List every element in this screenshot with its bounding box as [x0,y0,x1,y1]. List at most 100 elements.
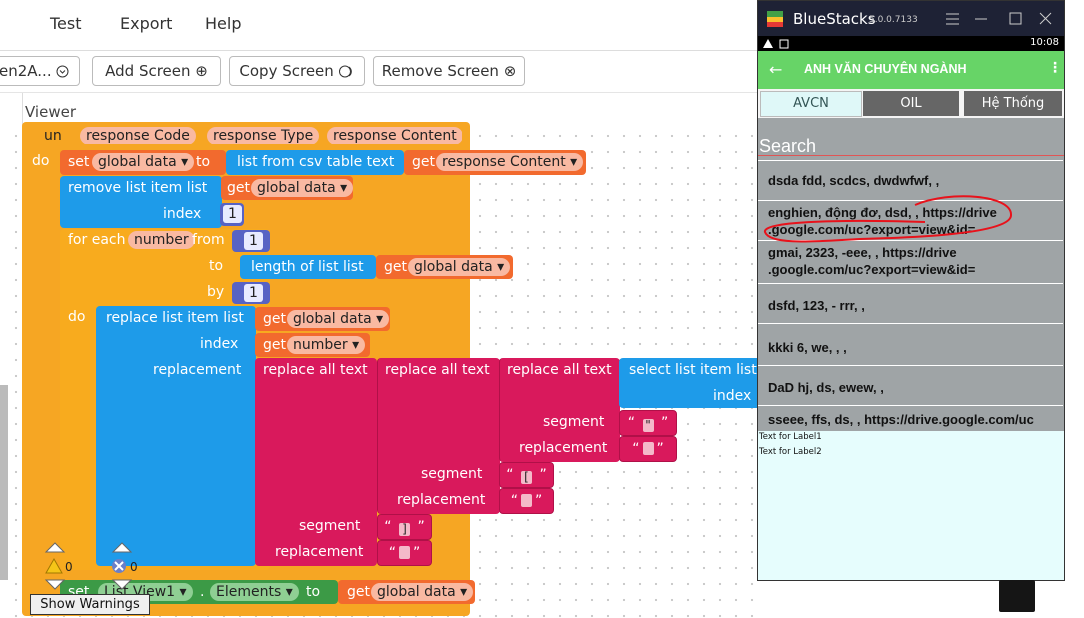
var-field: global data ▾ [287,310,390,328]
block-text: . [200,584,205,600]
app-bar: ← ANH VĂN CHUYÊN NGÀNH ⋮ [758,51,1064,89]
block-text: segment [421,466,483,482]
replace-item-block[interactable] [96,306,256,566]
quote: ” [660,415,669,431]
block-text: index [163,206,202,222]
block-text: segment [299,518,361,534]
block-text: to [209,258,224,274]
replace-all-block[interactable] [255,358,377,566]
menu-bar: Test Export Help [0,0,757,51]
block-text: get [347,584,370,600]
error-count: 0 [130,560,138,574]
divider [22,93,23,129]
block-text: get [227,180,250,196]
text-block[interactable]: “ [ ” [499,462,554,488]
list-area [758,118,1064,431]
menu-item[interactable]: Help [205,14,242,33]
show-warnings-button[interactable]: Show Warnings [30,594,150,615]
var-field: global data ▾ [371,583,474,601]
text-value: " [642,419,654,432]
quote: “ [506,467,514,483]
number-field: 1 [244,284,263,302]
menu-item[interactable]: Export [120,14,173,33]
replace-all-block[interactable] [499,358,620,462]
list-item[interactable]: dsfd, 123, - rrr, , [758,283,1063,324]
search-underline [758,155,1064,156]
item-text: .google.com/uc?export=view&id= [768,262,976,277]
block-text: segment [543,414,605,430]
remove-screen-button[interactable]: Remove Screen ⊗ [373,56,525,86]
remove-block[interactable] [60,176,222,228]
var-field: number ▾ [287,336,366,354]
error-icon-x [114,561,124,571]
csv-block[interactable] [226,150,404,175]
text-block[interactable]: “” [499,488,554,514]
search-box[interactable]: Search [759,136,817,156]
length-block[interactable] [240,255,376,279]
param-field: response Content [327,127,462,144]
block-text: replace all text [263,362,368,378]
tab[interactable]: OIL [863,91,959,116]
quote: “ [632,441,640,457]
text-block[interactable]: “” [377,540,432,566]
block-text: remove list item list [68,180,208,196]
list-item[interactable]: dsda fdd, scdcs, dwdwfwf, , [758,160,1063,201]
close-icon[interactable] [1039,12,1052,25]
select-block[interactable] [619,358,757,408]
number-field: 1 [244,232,263,250]
var-field: response Content ▾ [436,153,584,171]
var-field: number [128,231,195,249]
arrow-down[interactable] [111,579,133,590]
text-block[interactable]: “” [619,436,677,462]
block-text: index [200,336,239,352]
block-text: length of list list [251,259,364,275]
tab[interactable]: AVCN [760,91,862,117]
back-arrow[interactable]: ← [769,60,783,79]
var-field: global data ▾ [408,258,511,276]
text-block[interactable]: “ " ” [619,410,677,436]
copy-screen-text: Copy Screen [239,62,334,80]
screen-dropdown[interactable]: en2A... [0,56,80,86]
text-block[interactable]: “ ] ” [377,514,432,540]
tab[interactable]: Hệ Thống [964,91,1062,116]
menu-icon[interactable] [946,13,959,25]
item-text: DaD hj, ds, ewew, , [768,380,884,395]
copy-screen-button[interactable]: Copy Screen [229,56,365,86]
floating-button[interactable] [999,580,1035,612]
item-text: dsfd, 123, - rrr, , [768,298,865,313]
list-item[interactable]: kkki 6, we, , , [758,323,1063,366]
status-icons [763,39,789,49]
arrow-down[interactable] [44,579,66,590]
block-text: replacement [519,440,608,456]
replace-all-block[interactable] [377,358,500,514]
menu-item[interactable]: Test [50,14,82,33]
dropdown-icon [56,65,69,78]
quote: “ [510,493,518,509]
arrow-up[interactable] [111,542,133,553]
block-text: get [263,311,286,327]
add-screen-button[interactable]: Add Screen ⊕ [92,56,221,86]
list-item[interactable]: DaD hj, ds, ewew, , [758,365,1063,406]
arrow-up[interactable] [44,542,66,553]
list-item[interactable]: enghien, động đơ, dsd, , https://drive .g… [758,200,1063,241]
list-item[interactable]: gmai, 2323, -eee, , https://drive .google… [758,240,1063,284]
quote: “ [384,519,392,535]
block-text: list from csv table text [237,154,395,170]
maximize-icon[interactable] [1009,12,1022,25]
app-name: BlueStacks [793,10,876,28]
overflow-menu[interactable]: ⋮ [1048,60,1062,76]
emulator-title-bar: BlueStacks 5.0.0.7133 [758,1,1064,36]
item-text: .google.com/uc?export=view&id= [768,222,976,237]
block-text: from [192,232,225,248]
block-text: set [68,154,90,170]
quote: ” [535,493,543,509]
list-item[interactable]: sseee, ffs, ds, , https://drive.google.c… [758,405,1063,431]
block-text: by [207,284,225,300]
label-text: Text for Label1 [759,432,822,442]
quote: “ [627,415,636,431]
block-text: do [32,153,50,169]
viewer-label: Viewer [25,103,76,121]
text-value: ] [399,523,410,536]
window-controls [946,12,1052,25]
var-field: global data ▾ [251,179,354,197]
